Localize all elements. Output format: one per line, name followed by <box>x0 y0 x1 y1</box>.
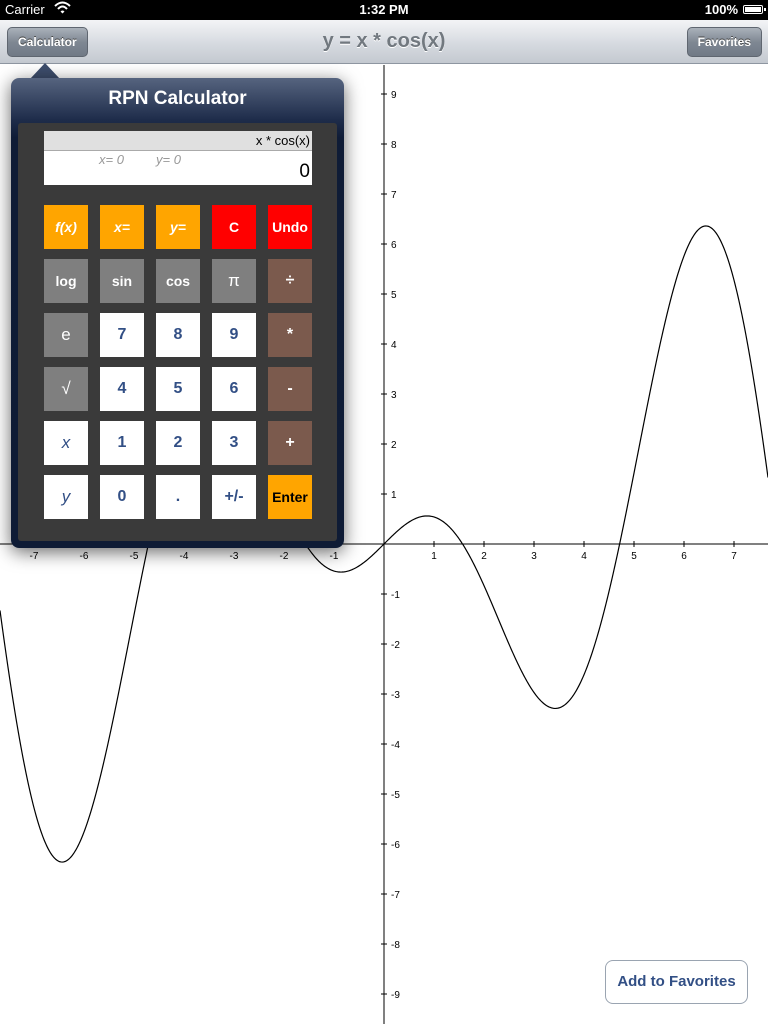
key-9[interactable]: 9 <box>212 313 256 357</box>
key-log[interactable]: log <box>44 259 88 303</box>
key-enter[interactable]: Enter <box>268 475 312 519</box>
key-clear[interactable]: C <box>212 205 256 249</box>
y-tick-label: 4 <box>391 340 397 351</box>
y-tick-label: -6 <box>391 840 400 851</box>
navigation-bar: Calculator y = x * cos(x) Favorites <box>0 20 768 64</box>
key-decimal[interactable]: . <box>156 475 200 519</box>
x-tick-label: -4 <box>180 551 189 562</box>
function-curve <box>0 225 768 863</box>
calculator-button[interactable]: Calculator <box>7 27 88 57</box>
key-6[interactable]: 6 <box>212 367 256 411</box>
x-tick-label: 1 <box>431 551 437 562</box>
key-y[interactable]: y <box>44 475 88 519</box>
y-tick-label: -9 <box>391 990 400 1001</box>
x-tick-label: -7 <box>30 551 39 562</box>
y-tick-label: 5 <box>391 290 397 301</box>
key-1[interactable]: 1 <box>100 421 144 465</box>
y-tick-label: -2 <box>391 640 400 651</box>
key-8[interactable]: 8 <box>156 313 200 357</box>
add-to-favorites-button[interactable]: Add to Favorites <box>605 960 748 1004</box>
y-tick-label: 2 <box>391 440 397 451</box>
carrier-label: Carrier <box>5 2 45 17</box>
popover-title: RPN Calculator <box>108 88 247 109</box>
key-sqrt[interactable]: √ <box>44 367 88 411</box>
calculator-panel: x * cos(x) x= 0 y= 0 0 f(x) x= y= C Undo log s… <box>18 123 337 541</box>
popover-arrow <box>30 63 60 79</box>
x-tick-label: 2 <box>481 551 487 562</box>
status-time: 1:32 PM <box>359 2 409 17</box>
x-tick-label: -2 <box>280 551 289 562</box>
key-0[interactable]: 0 <box>100 475 144 519</box>
key-add[interactable]: + <box>268 421 312 465</box>
y-tick-label: -1 <box>391 590 400 601</box>
x-tick-label: 4 <box>581 551 587 562</box>
display-value: 0 <box>299 161 310 182</box>
y-tick-label: -8 <box>391 940 400 951</box>
calculator-popover: RPN Calculator x * cos(x) x= 0 y= 0 0 f(… <box>11 78 344 548</box>
battery-icon <box>743 5 766 14</box>
function-graph[interactable]: -7 -6 -5 -4 -3 -2 -1 1 2 3 4 5 6 7987654321-1-2-3-4-5… <box>0 65 768 1024</box>
y-tick-label: 9 <box>391 90 397 101</box>
x-tick-label: 5 <box>631 551 637 562</box>
x-tick-label: 7 <box>731 551 737 562</box>
favorites-button[interactable]: Favorites <box>686 27 762 57</box>
key-4[interactable]: 4 <box>100 367 144 411</box>
y-tick-label: 7 <box>391 190 397 201</box>
key-multiply[interactable]: * <box>268 313 312 357</box>
key-e[interactable]: e <box>44 313 88 357</box>
key-sin[interactable]: sin <box>100 259 144 303</box>
y-tick-label: -7 <box>391 890 400 901</box>
key-3[interactable]: 3 <box>212 421 256 465</box>
y-tick-label: -4 <box>391 740 400 751</box>
x-tick-label: -6 <box>80 551 89 562</box>
y-tick-label: 6 <box>391 240 397 251</box>
key-x-equals[interactable]: x= <box>100 205 144 249</box>
display-x-value: x= 0 <box>99 152 124 167</box>
x-tick-label: -5 <box>130 551 139 562</box>
x-tick-label: 3 <box>531 551 537 562</box>
page-title: y = x * cos(x) <box>322 30 446 52</box>
y-tick-label: 8 <box>391 140 397 151</box>
key-divide[interactable]: ÷ <box>268 259 312 303</box>
key-pi[interactable]: π <box>212 259 256 303</box>
x-tick-label: -1 <box>330 551 339 562</box>
x-tick-label: 6 <box>681 551 687 562</box>
key-fx[interactable]: f(x) <box>44 205 88 249</box>
display-function: x * cos(x) <box>44 131 312 151</box>
key-subtract[interactable]: - <box>268 367 312 411</box>
key-y-equals[interactable]: y= <box>156 205 200 249</box>
key-2[interactable]: 2 <box>156 421 200 465</box>
y-tick-label: 1 <box>391 490 397 501</box>
display-y-value: y= 0 <box>156 152 181 167</box>
key-5[interactable]: 5 <box>156 367 200 411</box>
y-tick-label: -5 <box>391 790 400 801</box>
key-x[interactable]: x <box>44 421 88 465</box>
key-negate[interactable]: +/- <box>212 475 256 519</box>
key-7[interactable]: 7 <box>100 313 144 357</box>
y-tick-label: 3 <box>391 390 397 401</box>
status-bar: Carrier 1:32 PM 100% <box>0 0 768 20</box>
key-cos[interactable]: cos <box>156 259 200 303</box>
key-undo[interactable]: Undo <box>268 205 312 249</box>
y-tick-label: -3 <box>391 690 400 701</box>
battery-percentage: 100% <box>704 2 738 17</box>
wifi-icon <box>54 1 71 17</box>
calculator-display: x * cos(x) x= 0 y= 0 0 <box>44 131 312 185</box>
x-tick-label: -3 <box>230 551 239 562</box>
